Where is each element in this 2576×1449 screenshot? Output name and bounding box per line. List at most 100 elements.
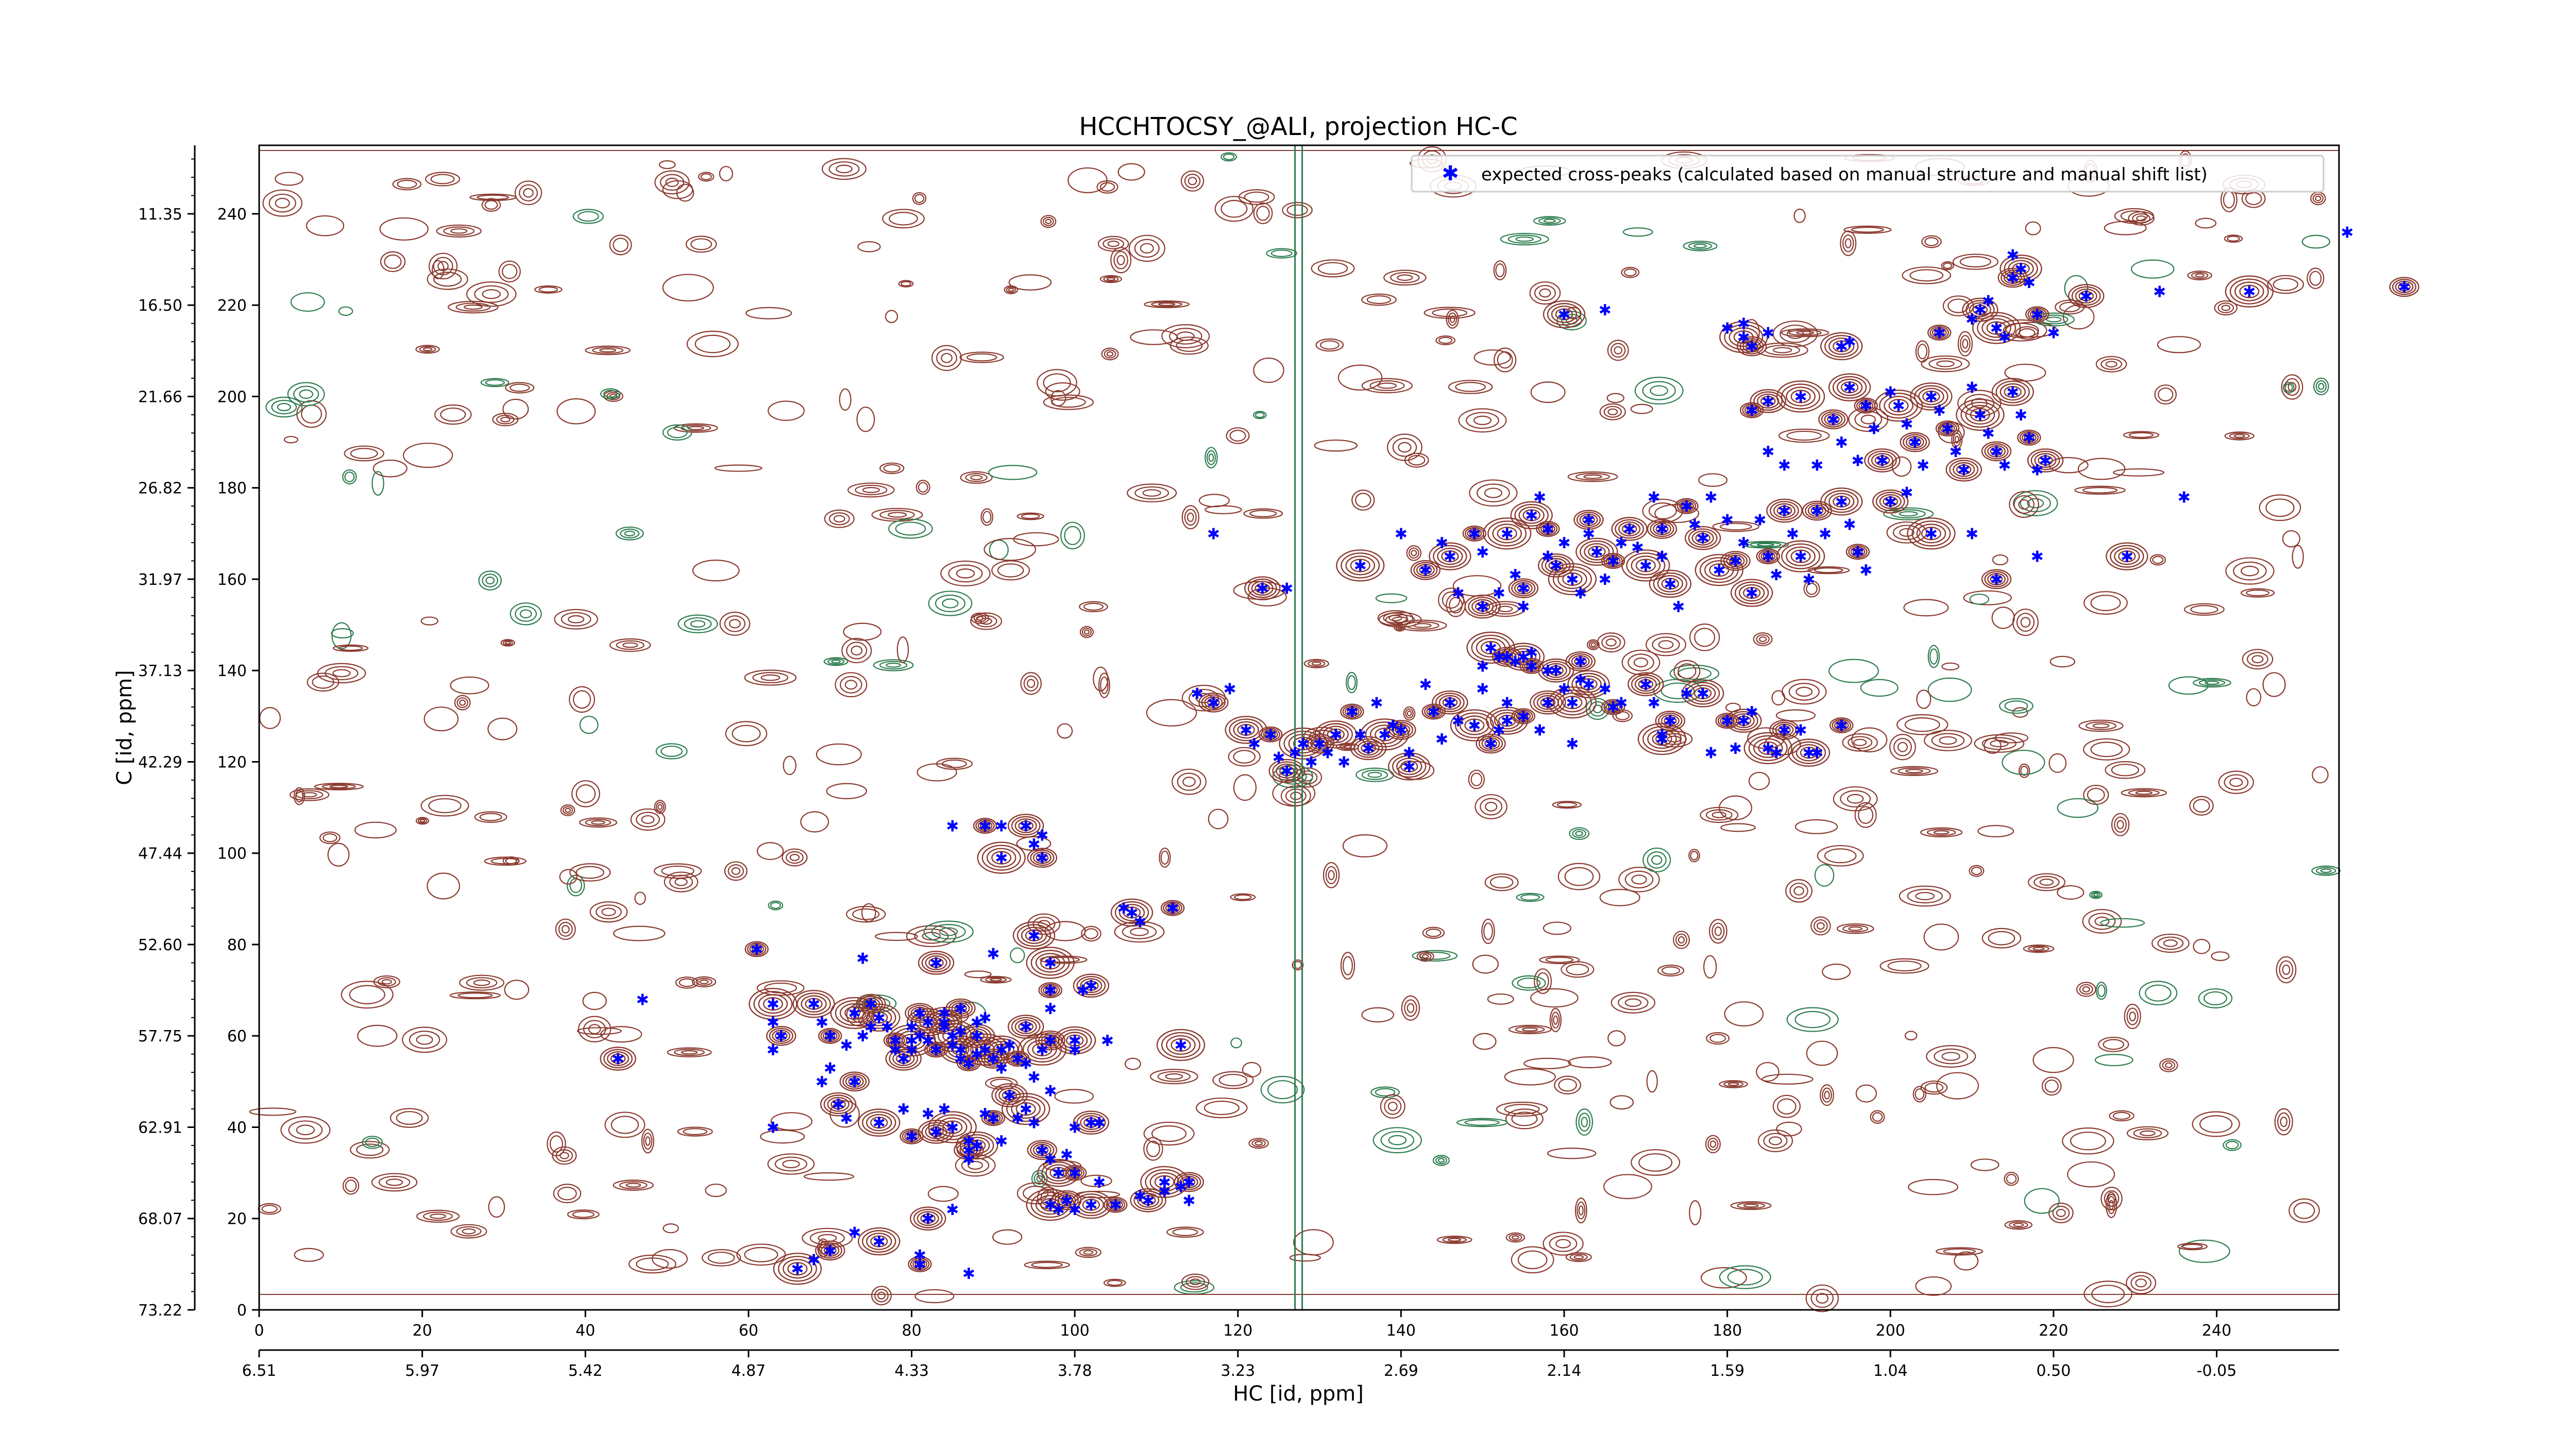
peak-contour [1537, 658, 1574, 683]
y-tick-label: 240 [217, 206, 247, 224]
negative-contour [1412, 950, 1458, 962]
positive-contour [917, 763, 957, 782]
peak-contour [1365, 721, 1404, 748]
peak-contour [1429, 542, 1471, 570]
cross-peak-marker: ✱ [1802, 571, 1815, 589]
positive-contour [2044, 1079, 2059, 1093]
negative-contour [1345, 671, 1358, 694]
cross-peak-marker: ✱ [1778, 457, 1791, 475]
peak-contour [1729, 557, 1742, 565]
negative-contour [1270, 249, 1293, 257]
cross-peak-marker: ✱ [954, 1051, 967, 1069]
peak-contour [1676, 499, 1697, 513]
peak-contour [1786, 386, 1816, 407]
positive-contour [341, 981, 394, 1009]
positive-contour [1392, 437, 1417, 457]
cross-peak-marker: ✱ [1435, 534, 1448, 552]
y-tick-label: 120 [217, 753, 247, 771]
peak-contour [1990, 575, 2003, 584]
positive-contour [1387, 1101, 1398, 1111]
positive-contour [1633, 657, 1649, 668]
negative-contour [1786, 1007, 1839, 1032]
positive-contour [502, 640, 513, 646]
y-tick-label: 100 [217, 845, 247, 863]
negative-contour [1255, 412, 1265, 418]
peak-contour [1748, 735, 1788, 762]
cross-peak-marker: ✱ [848, 1005, 861, 1023]
cross-peak-marker: ✱ [938, 1101, 951, 1119]
positive-contour [1612, 709, 1633, 722]
positive-contour [2079, 984, 2093, 995]
x-tick-label: 60 [739, 1322, 758, 1340]
cross-peak-marker: ✱ [971, 1014, 984, 1032]
positive-contour [454, 695, 471, 711]
cross-peak-marker: ✱ [954, 1023, 967, 1041]
peak-contour [1233, 721, 1259, 739]
negative-contour [1375, 1088, 1396, 1097]
positive-contour [1508, 1024, 1552, 1034]
peak-contour [1336, 549, 1385, 582]
positive-contour [2192, 1111, 2240, 1137]
cross-peak-marker: ✱ [1264, 726, 1277, 744]
negative-contour [299, 389, 313, 399]
cross-peak-marker: ✱ [1786, 525, 1799, 543]
positive-contour [1597, 632, 1625, 653]
cross-peak-marker: ✱ [2031, 461, 2044, 479]
positive-contour [332, 644, 369, 652]
positive-contour [1504, 1068, 1556, 1086]
positive-contour [1870, 1110, 1885, 1124]
peak-contour [1353, 738, 1383, 758]
positive-contour [613, 1180, 654, 1191]
cross-peak-marker: ✱ [2023, 274, 2036, 292]
positive-contour [846, 1003, 875, 1027]
positive-contour [2191, 272, 2209, 279]
peak-contour [2395, 280, 2414, 293]
positive-contour [1724, 1001, 1764, 1026]
positive-contour [1941, 1052, 1960, 1061]
positive-contour [1081, 925, 1101, 942]
positive-contour [275, 172, 303, 186]
cross-peak-marker: ✱ [1525, 658, 1538, 676]
negative-contour [823, 657, 849, 666]
positive-contour [1181, 1273, 1210, 1290]
negative-contour [1647, 851, 1667, 869]
peak-contour [1621, 549, 1670, 582]
peak-contour [1775, 723, 1794, 736]
x-tick-label: 220 [2039, 1322, 2068, 1340]
positive-contour [1406, 710, 1412, 717]
negative-contour [624, 530, 635, 536]
positive-contour [2032, 947, 2045, 951]
positive-contour [307, 672, 340, 692]
positive-contour [1311, 259, 1355, 278]
positive-contour [402, 1026, 448, 1053]
positive-contour [699, 979, 709, 984]
cross-peak-marker: ✱ [1493, 721, 1505, 739]
positive-contour [1383, 269, 1427, 286]
positive-contour [2003, 323, 2039, 339]
peak-contour [1318, 723, 1353, 746]
peak-contour [1631, 555, 1661, 576]
positive-contour [1045, 218, 1052, 224]
peak-contour [1854, 397, 1878, 414]
peak-contour [1575, 676, 1602, 693]
cross-peak-marker: ✱ [905, 1041, 918, 1059]
positive-contour [1914, 1088, 1925, 1100]
positive-contour [595, 904, 622, 920]
positive-contour [312, 675, 334, 689]
peak-contour [1827, 415, 1840, 424]
positive-contour [1896, 714, 1948, 735]
positive-contour [1892, 525, 1921, 541]
positive-contour [641, 1128, 654, 1154]
positive-contour [1221, 199, 1248, 218]
positive-contour [767, 1153, 815, 1175]
positive-contour [505, 382, 535, 394]
cross-peak-marker: ✱ [1655, 726, 1668, 744]
peak-contour [1647, 729, 1677, 749]
peak-contour [1369, 724, 1400, 745]
peak-contour [1482, 517, 1532, 550]
positive-contour [1511, 1246, 1554, 1274]
positive-contour [1181, 684, 1226, 712]
peak-contour [842, 1073, 867, 1090]
legend: ✱ expected cross-peaks (calculated based… [1411, 155, 2325, 193]
peak-contour [1548, 563, 1597, 596]
